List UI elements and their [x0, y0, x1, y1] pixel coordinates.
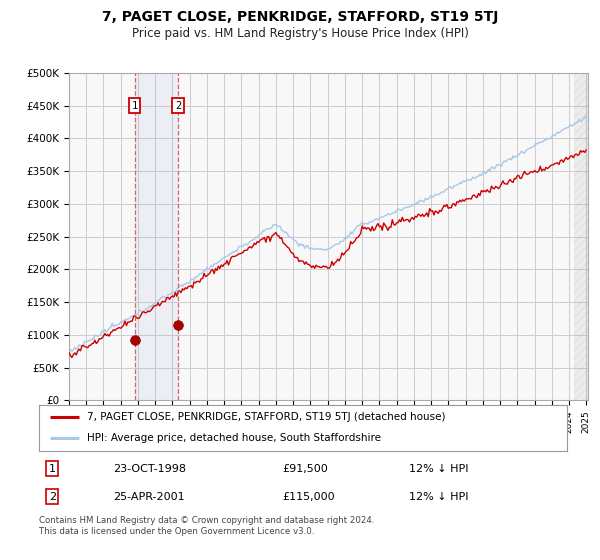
Bar — [134, 73, 178, 400]
Text: 25-APR-2001: 25-APR-2001 — [113, 492, 185, 502]
Text: 1: 1 — [131, 101, 138, 110]
Text: 7, PAGET CLOSE, PENKRIDGE, STAFFORD, ST19 5TJ (detached house): 7, PAGET CLOSE, PENKRIDGE, STAFFORD, ST1… — [86, 412, 445, 422]
Text: 12% ↓ HPI: 12% ↓ HPI — [409, 464, 468, 474]
Text: HPI: Average price, detached house, South Staffordshire: HPI: Average price, detached house, Sout… — [86, 433, 380, 444]
Text: £91,500: £91,500 — [282, 464, 328, 474]
Bar — [574, 73, 588, 400]
Text: 7, PAGET CLOSE, PENKRIDGE, STAFFORD, ST19 5TJ: 7, PAGET CLOSE, PENKRIDGE, STAFFORD, ST1… — [102, 10, 498, 24]
Text: 1: 1 — [49, 464, 56, 474]
Text: 2: 2 — [49, 492, 56, 502]
Text: 23-OCT-1998: 23-OCT-1998 — [113, 464, 186, 474]
Text: Price paid vs. HM Land Registry's House Price Index (HPI): Price paid vs. HM Land Registry's House … — [131, 27, 469, 40]
Text: 2: 2 — [175, 101, 181, 110]
Text: Contains HM Land Registry data © Crown copyright and database right 2024.
This d: Contains HM Land Registry data © Crown c… — [39, 516, 374, 536]
Text: 12% ↓ HPI: 12% ↓ HPI — [409, 492, 468, 502]
Text: £115,000: £115,000 — [282, 492, 335, 502]
